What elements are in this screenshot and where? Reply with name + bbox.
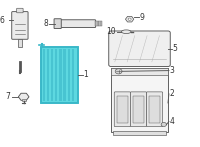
Text: 8: 8 — [43, 19, 48, 28]
FancyBboxPatch shape — [95, 21, 96, 26]
FancyBboxPatch shape — [117, 96, 128, 123]
FancyBboxPatch shape — [111, 68, 168, 132]
FancyBboxPatch shape — [41, 47, 78, 103]
FancyBboxPatch shape — [17, 8, 23, 13]
FancyBboxPatch shape — [51, 49, 53, 101]
FancyBboxPatch shape — [47, 49, 49, 101]
FancyBboxPatch shape — [12, 12, 28, 39]
FancyBboxPatch shape — [130, 92, 147, 127]
FancyBboxPatch shape — [60, 20, 96, 27]
Ellipse shape — [121, 30, 131, 34]
FancyBboxPatch shape — [43, 49, 45, 101]
FancyBboxPatch shape — [109, 31, 170, 66]
FancyBboxPatch shape — [149, 96, 160, 123]
FancyBboxPatch shape — [59, 49, 62, 101]
FancyBboxPatch shape — [133, 96, 144, 123]
FancyBboxPatch shape — [68, 49, 70, 101]
FancyBboxPatch shape — [54, 19, 61, 29]
Text: 3: 3 — [170, 66, 175, 75]
FancyBboxPatch shape — [114, 92, 130, 127]
Text: 2: 2 — [170, 89, 175, 98]
Circle shape — [161, 122, 166, 127]
FancyBboxPatch shape — [99, 21, 101, 26]
Text: 5: 5 — [172, 44, 177, 53]
Text: 4: 4 — [170, 117, 175, 126]
FancyBboxPatch shape — [22, 98, 26, 101]
Text: 7: 7 — [6, 92, 10, 101]
FancyBboxPatch shape — [101, 21, 102, 26]
FancyBboxPatch shape — [147, 92, 163, 127]
FancyBboxPatch shape — [98, 21, 99, 26]
FancyBboxPatch shape — [111, 68, 168, 75]
Text: 1: 1 — [83, 70, 88, 80]
Text: 6: 6 — [0, 16, 5, 25]
FancyBboxPatch shape — [18, 39, 22, 47]
FancyBboxPatch shape — [96, 21, 98, 26]
Text: 9: 9 — [139, 13, 144, 22]
Circle shape — [115, 69, 122, 74]
Text: 10: 10 — [107, 27, 116, 36]
FancyBboxPatch shape — [55, 49, 57, 101]
Circle shape — [128, 18, 131, 20]
FancyBboxPatch shape — [63, 49, 66, 101]
FancyBboxPatch shape — [113, 131, 166, 135]
FancyBboxPatch shape — [72, 49, 74, 101]
